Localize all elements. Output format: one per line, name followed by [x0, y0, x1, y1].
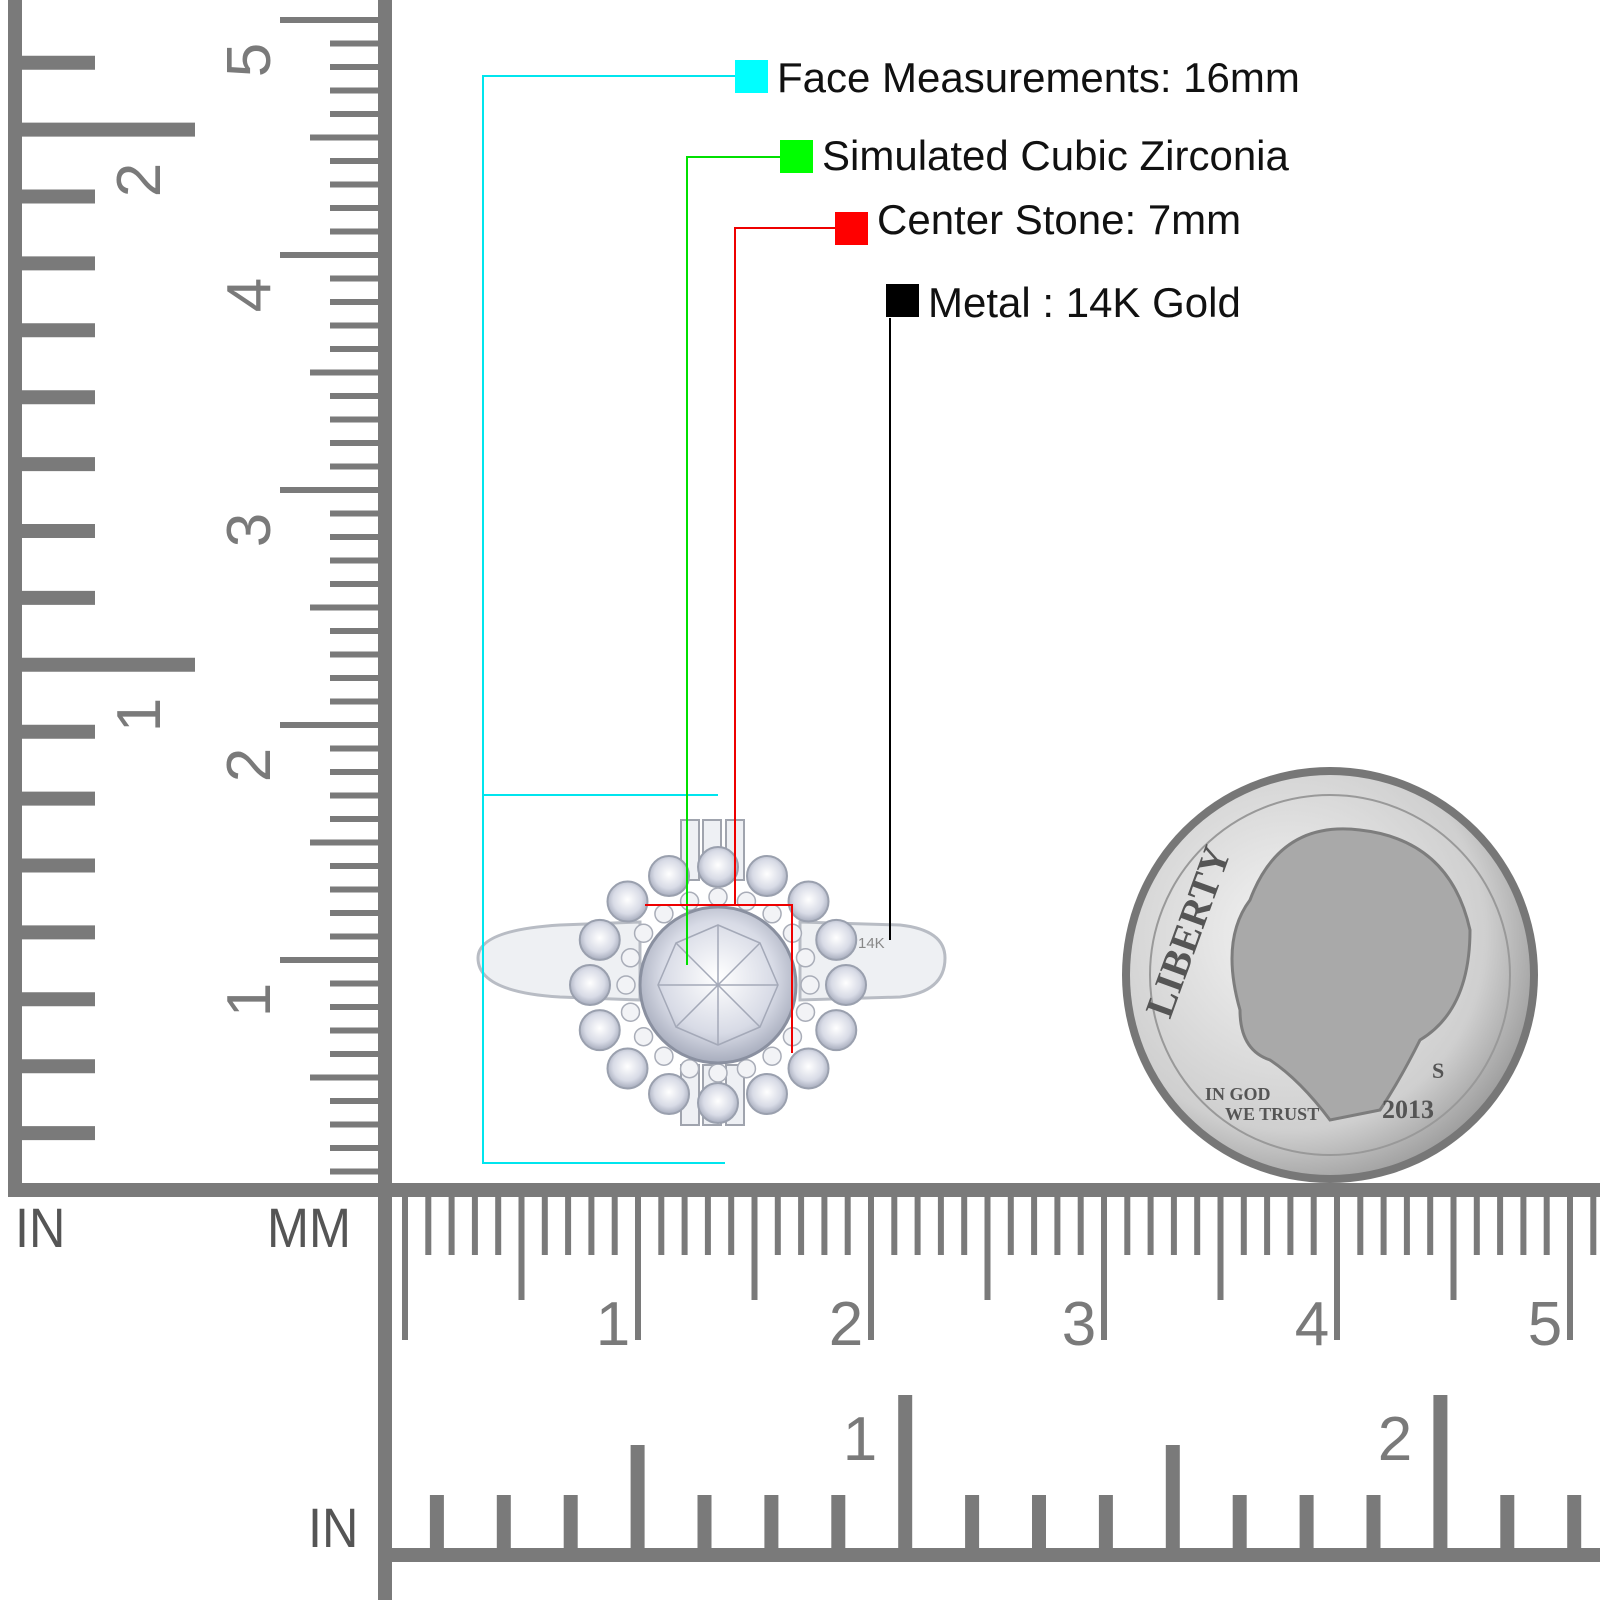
svg-text:WE TRUST: WE TRUST [1225, 1104, 1319, 1124]
halo-stones [569, 819, 867, 1126]
halo-stone [815, 1009, 858, 1052]
center-stone-label: Center Stone: 7mm [877, 196, 1242, 243]
halo-stone [787, 1047, 830, 1090]
halo-stone [606, 880, 649, 923]
accent-stone [762, 904, 782, 924]
halo-stone [825, 964, 867, 1006]
center-callout-line [734, 227, 835, 905]
svg-text:IN GOD: IN GOD [1205, 1084, 1271, 1104]
face-color-swatch [735, 60, 768, 93]
halo-stone [648, 854, 691, 897]
inch-tick-label: 2 [105, 163, 174, 197]
face-callout-line [482, 75, 735, 1164]
cm-tick-label: 2 [215, 748, 284, 782]
cm-tick-label: 5 [1528, 1290, 1562, 1359]
metal-label: Metal : 14K Gold [928, 279, 1241, 326]
callout-lines [482, 75, 891, 1164]
accent-stone [736, 891, 757, 912]
halo-stone [648, 1073, 691, 1116]
accent-stone [620, 1002, 641, 1022]
accent-stone [633, 1026, 654, 1047]
halo-stone [815, 918, 858, 961]
cm-tick-label: 3 [1062, 1290, 1096, 1359]
accent-stone [800, 975, 820, 995]
accent-stone [762, 1046, 782, 1066]
cm-tick-label: 5 [215, 43, 284, 77]
center-stone-color-swatch [835, 212, 868, 245]
accent-stone [616, 975, 636, 995]
cm-tick-label: 1 [215, 983, 284, 1017]
ring-stamp: 14K [858, 935, 885, 952]
accent-stone [633, 923, 654, 944]
cm-tick-label: 4 [1295, 1290, 1329, 1359]
inch-tick-label: 2 [1378, 1405, 1412, 1474]
cz-callout-line [686, 156, 780, 965]
bottom-inch-unit: IN [308, 1496, 359, 1559]
svg-text:S: S [1432, 1058, 1444, 1083]
accent-stone [736, 1058, 757, 1079]
halo-stone [578, 918, 621, 961]
cm-tick-label: 3 [215, 513, 284, 547]
mm-unit: MM [267, 1196, 351, 1259]
center-stone-facets [657, 924, 779, 1046]
halo-stone [697, 1082, 739, 1124]
accent-stone [708, 887, 728, 907]
face-measurements-label: Face Measurements: 16mm [777, 54, 1300, 101]
stone-type-label: Simulated Cubic Zirconia [822, 132, 1289, 179]
cm-tick-label: 4 [215, 278, 284, 312]
inch-tick-label: 1 [105, 698, 174, 732]
svg-text:2013: 2013 [1382, 1095, 1434, 1124]
halo-stone [569, 964, 611, 1006]
cz-color-swatch [780, 140, 813, 173]
halo-stone [787, 880, 830, 923]
accent-stone [654, 1046, 674, 1066]
accent-stone [708, 1063, 728, 1083]
accent-stone [654, 904, 674, 924]
halo-stone [578, 1009, 621, 1052]
dime-coin: LIBERTY IN GOD WE TRUST 2013 S [1122, 767, 1538, 1183]
accent-stone [795, 948, 816, 968]
accent-stone [620, 948, 641, 968]
halo-stone [606, 1047, 649, 1090]
accent-stone [679, 1058, 700, 1079]
cm-tick-label: 1 [596, 1290, 630, 1359]
halo-stone [745, 854, 788, 897]
left-inch-unit: IN [15, 1196, 66, 1259]
cm-tick-label: 2 [829, 1290, 863, 1359]
inch-tick-label: 1 [843, 1405, 877, 1474]
metal-color-swatch [886, 284, 919, 317]
accent-stone [795, 1002, 816, 1022]
halo-stone [745, 1073, 788, 1116]
halo-stone [697, 846, 739, 888]
accent-stone [679, 891, 700, 912]
